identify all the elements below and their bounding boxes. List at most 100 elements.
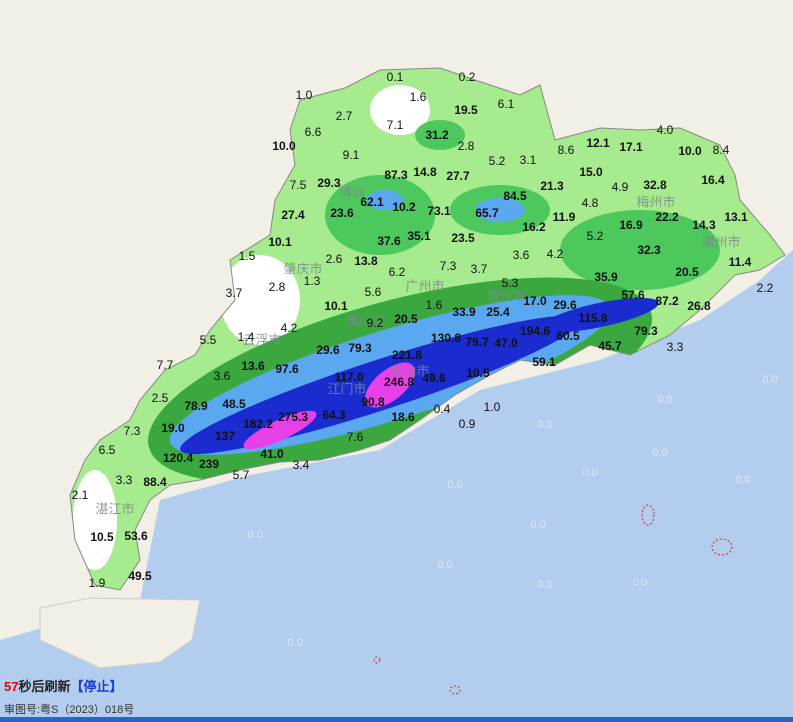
rainfall-value: 0.2 bbox=[459, 70, 476, 84]
rainfall-value: 33.9 bbox=[452, 305, 476, 319]
rainfall-value: 48.5 bbox=[222, 397, 246, 411]
rainfall-value: 35.1 bbox=[407, 229, 431, 243]
rainfall-value: 4.0 bbox=[657, 123, 674, 137]
rainfall-value: 5.2 bbox=[489, 154, 506, 168]
rainfall-value: 84.5 bbox=[503, 189, 527, 203]
rainfall-value: 20.5 bbox=[675, 265, 699, 279]
rainfall-value: 29.6 bbox=[316, 343, 340, 357]
rainfall-value: 14.8 bbox=[413, 165, 437, 179]
rainfall-value: 13.1 bbox=[724, 210, 748, 224]
rainfall-value: 0.4 bbox=[434, 402, 451, 416]
rainfall-value: 16.2 bbox=[522, 220, 546, 234]
rainfall-value: 10.5 bbox=[466, 366, 490, 380]
rainfall-value: 32.3 bbox=[637, 243, 661, 257]
rainfall-value: 3.6 bbox=[214, 369, 231, 383]
approval-number: 审图号:粤S（2023）018号 bbox=[4, 704, 135, 716]
rainfall-value: 26.8 bbox=[687, 299, 711, 313]
rainfall-value: 11.4 bbox=[729, 255, 752, 269]
rainfall-value: 37.6 bbox=[377, 234, 401, 248]
city-label: 清远 bbox=[339, 184, 365, 199]
rainfall-value: 10.2 bbox=[392, 200, 416, 214]
rainfall-value: 1.6 bbox=[426, 298, 443, 312]
bottom-bar bbox=[0, 717, 793, 722]
rainfall-value: 0.0 bbox=[447, 479, 462, 491]
rainfall-value: 0.0 bbox=[657, 394, 672, 406]
rainfall-value: 2.2 bbox=[757, 281, 774, 295]
rainfall-value: 23.5 bbox=[451, 231, 475, 245]
islands bbox=[373, 504, 733, 695]
rainfall-value: 10.0 bbox=[272, 139, 296, 153]
rainfall-value: 10.1 bbox=[268, 235, 292, 249]
city-label: 湛江市 bbox=[95, 501, 134, 516]
rainfall-value: 60.5 bbox=[556, 329, 580, 343]
rainfall-value: 3.7 bbox=[226, 286, 243, 300]
rainfall-value: 2.8 bbox=[269, 280, 286, 294]
refresh-text: 秒后刷新 bbox=[18, 679, 71, 694]
rainfall-value: 0.0 bbox=[652, 447, 667, 459]
rainfall-value: 59.1 bbox=[532, 355, 556, 369]
rainfall-value: 1.4 bbox=[238, 330, 255, 344]
rainfall-value: 275.3 bbox=[278, 410, 308, 424]
rainfall-value: 0.0 bbox=[287, 637, 302, 649]
rainfall-value: 5.2 bbox=[587, 229, 604, 243]
rainfall-value: 79.3 bbox=[634, 324, 658, 338]
rainfall-value: 6.5 bbox=[99, 443, 116, 457]
rainfall-value: 3.6 bbox=[513, 248, 530, 262]
rainfall-value: 0.0 bbox=[437, 559, 452, 571]
rainfall-value: 20.5 bbox=[394, 312, 418, 326]
rainfall-value: 4.8 bbox=[582, 196, 599, 210]
rainfall-value: 6.2 bbox=[389, 265, 406, 279]
rainfall-value: 239 bbox=[199, 457, 219, 471]
rainfall-value: 5.3 bbox=[502, 276, 519, 290]
refresh-status: 57秒后刷新【停止】 bbox=[4, 676, 134, 695]
rainfall-value: 45.7 bbox=[598, 339, 622, 353]
rainfall-value: 17.1 bbox=[619, 140, 643, 154]
city-label: 肇庆市 bbox=[283, 261, 322, 276]
rainfall-value: 88.4 bbox=[143, 475, 167, 489]
rainfall-value: 2.6 bbox=[326, 252, 343, 266]
rainfall-value: 12.1 bbox=[586, 136, 610, 150]
rainfall-value: 57.6 bbox=[621, 288, 645, 302]
rainfall-value: 117.0 bbox=[334, 370, 364, 384]
rainfall-value: 2.7 bbox=[336, 109, 353, 123]
rainfall-value: 23.6 bbox=[330, 206, 354, 220]
rainfall-value: 3.4 bbox=[293, 458, 310, 472]
rainfall-value: 16.4 bbox=[701, 173, 725, 187]
stop-button[interactable]: 【停止】 bbox=[70, 679, 123, 694]
rainfall-value: 0.1 bbox=[387, 70, 404, 84]
rainfall-value: 17.0 bbox=[523, 294, 547, 308]
rainfall-value: 0.0 bbox=[762, 374, 777, 386]
rainfall-value: 182.2 bbox=[243, 417, 273, 431]
rainfall-value: 7.6 bbox=[347, 430, 364, 444]
rainfall-value: 120.4 bbox=[163, 451, 193, 465]
rainfall-value: 87.3 bbox=[384, 168, 408, 182]
rainfall-value: 8.6 bbox=[558, 143, 575, 157]
rainfall-value: 10.0 bbox=[678, 144, 702, 158]
rainfall-value: 25.4 bbox=[486, 305, 510, 319]
rainfall-value: 2.8 bbox=[458, 139, 475, 153]
rainfall-value: 21.3 bbox=[540, 179, 564, 193]
rainfall-value: 27.4 bbox=[281, 208, 305, 222]
city-label: 中山市 bbox=[390, 363, 429, 378]
rainfall-value: 9.1 bbox=[343, 148, 360, 162]
rainfall-value: 62.1 bbox=[360, 195, 384, 209]
rainfall-value: 29.6 bbox=[553, 298, 577, 312]
rainfall-value: 3.3 bbox=[116, 473, 133, 487]
city-label: 江门市 bbox=[327, 381, 366, 396]
rainfall-value: 7.7 bbox=[157, 358, 174, 372]
rainfall-value: 4.2 bbox=[547, 247, 564, 261]
city-label: 佛山市 bbox=[345, 313, 384, 328]
rainfall-value: 79.7 bbox=[465, 335, 489, 349]
rainfall-value: 1.3 bbox=[304, 274, 321, 288]
rainfall-value: 97.6 bbox=[275, 362, 299, 376]
city-label: 惠州市 bbox=[487, 288, 526, 303]
rainfall-value: 5.6 bbox=[365, 285, 382, 299]
rainfall-value: 13.6 bbox=[241, 359, 265, 373]
rainfall-value: 115.8 bbox=[578, 311, 608, 325]
footer: 57秒后刷新【停止】 审图号:粤S（2023）018号 bbox=[4, 676, 134, 717]
rainfall-value: 7.1 bbox=[387, 118, 404, 132]
rainfall-value: 90.8 bbox=[361, 395, 385, 409]
rainfall-value: 87.2 bbox=[655, 294, 679, 308]
